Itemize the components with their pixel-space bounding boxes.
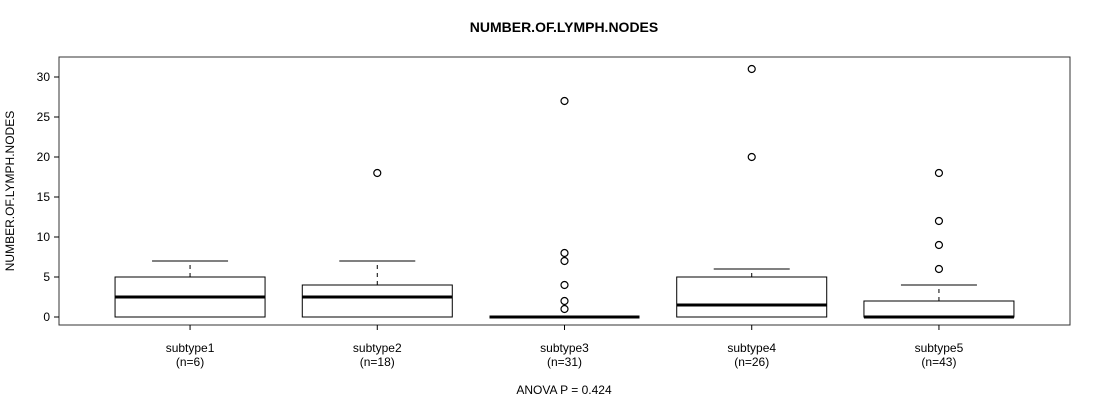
outlier-point — [747, 64, 756, 74]
outlier-point — [934, 168, 944, 178]
outlier-point — [373, 168, 382, 178]
x-tick-sublabel: (n=6) — [176, 355, 204, 369]
y-axis-title: NUMBER.OF.LYMPH.NODES — [3, 111, 17, 271]
x-tick-label: subtype4 — [727, 341, 776, 355]
y-tick-label: 30 — [37, 70, 51, 84]
boxplot-group-subtype2: subtype2(n=18) — [301, 168, 453, 369]
plot-area: 051015202530subtype1(n=6)subtype2(n=18)s… — [37, 56, 1071, 369]
outlier-point — [560, 96, 569, 106]
outlier-point — [934, 216, 944, 226]
boxplot-group-subtype3: subtype3(n=31) — [489, 96, 640, 369]
x-tick-sublabel: (n=31) — [547, 355, 582, 369]
boxplot-group-subtype1: subtype1(n=6) — [114, 260, 266, 369]
x-tick-label: subtype1 — [166, 341, 215, 355]
x-tick-sublabel: (n=18) — [360, 355, 395, 369]
x-tick-label: subtype5 — [915, 341, 964, 355]
x-tick-label: subtype2 — [353, 341, 402, 355]
anova-annotation: ANOVA P = 0.424 — [516, 383, 612, 397]
y-tick-label: 25 — [37, 110, 51, 124]
chart-title: NUMBER.OF.LYMPH.NODES — [470, 19, 659, 35]
outlier-point — [560, 256, 569, 266]
y-tick-label: 5 — [43, 270, 50, 284]
iqr-box — [863, 300, 1015, 318]
y-tick-label: 0 — [43, 310, 50, 324]
x-tick-sublabel: (n=43) — [921, 355, 956, 369]
x-tick-label: subtype3 — [540, 341, 589, 355]
outlier-point — [934, 264, 944, 274]
boxplot-group-subtype4: subtype4(n=26) — [676, 64, 828, 369]
outlier-point — [747, 152, 756, 162]
y-tick-label: 20 — [37, 150, 51, 164]
outlier-point — [934, 240, 944, 250]
outlier-point — [560, 304, 569, 314]
y-tick-label: 15 — [37, 190, 51, 204]
outlier-point — [560, 248, 569, 258]
y-tick-label: 10 — [37, 230, 51, 244]
iqr-box — [301, 284, 453, 318]
x-tick-sublabel: (n=26) — [734, 355, 769, 369]
outlier-point — [560, 296, 569, 306]
outlier-point — [560, 280, 569, 290]
iqr-box — [676, 276, 828, 318]
boxplot-group-subtype5: subtype5(n=43) — [863, 168, 1015, 369]
